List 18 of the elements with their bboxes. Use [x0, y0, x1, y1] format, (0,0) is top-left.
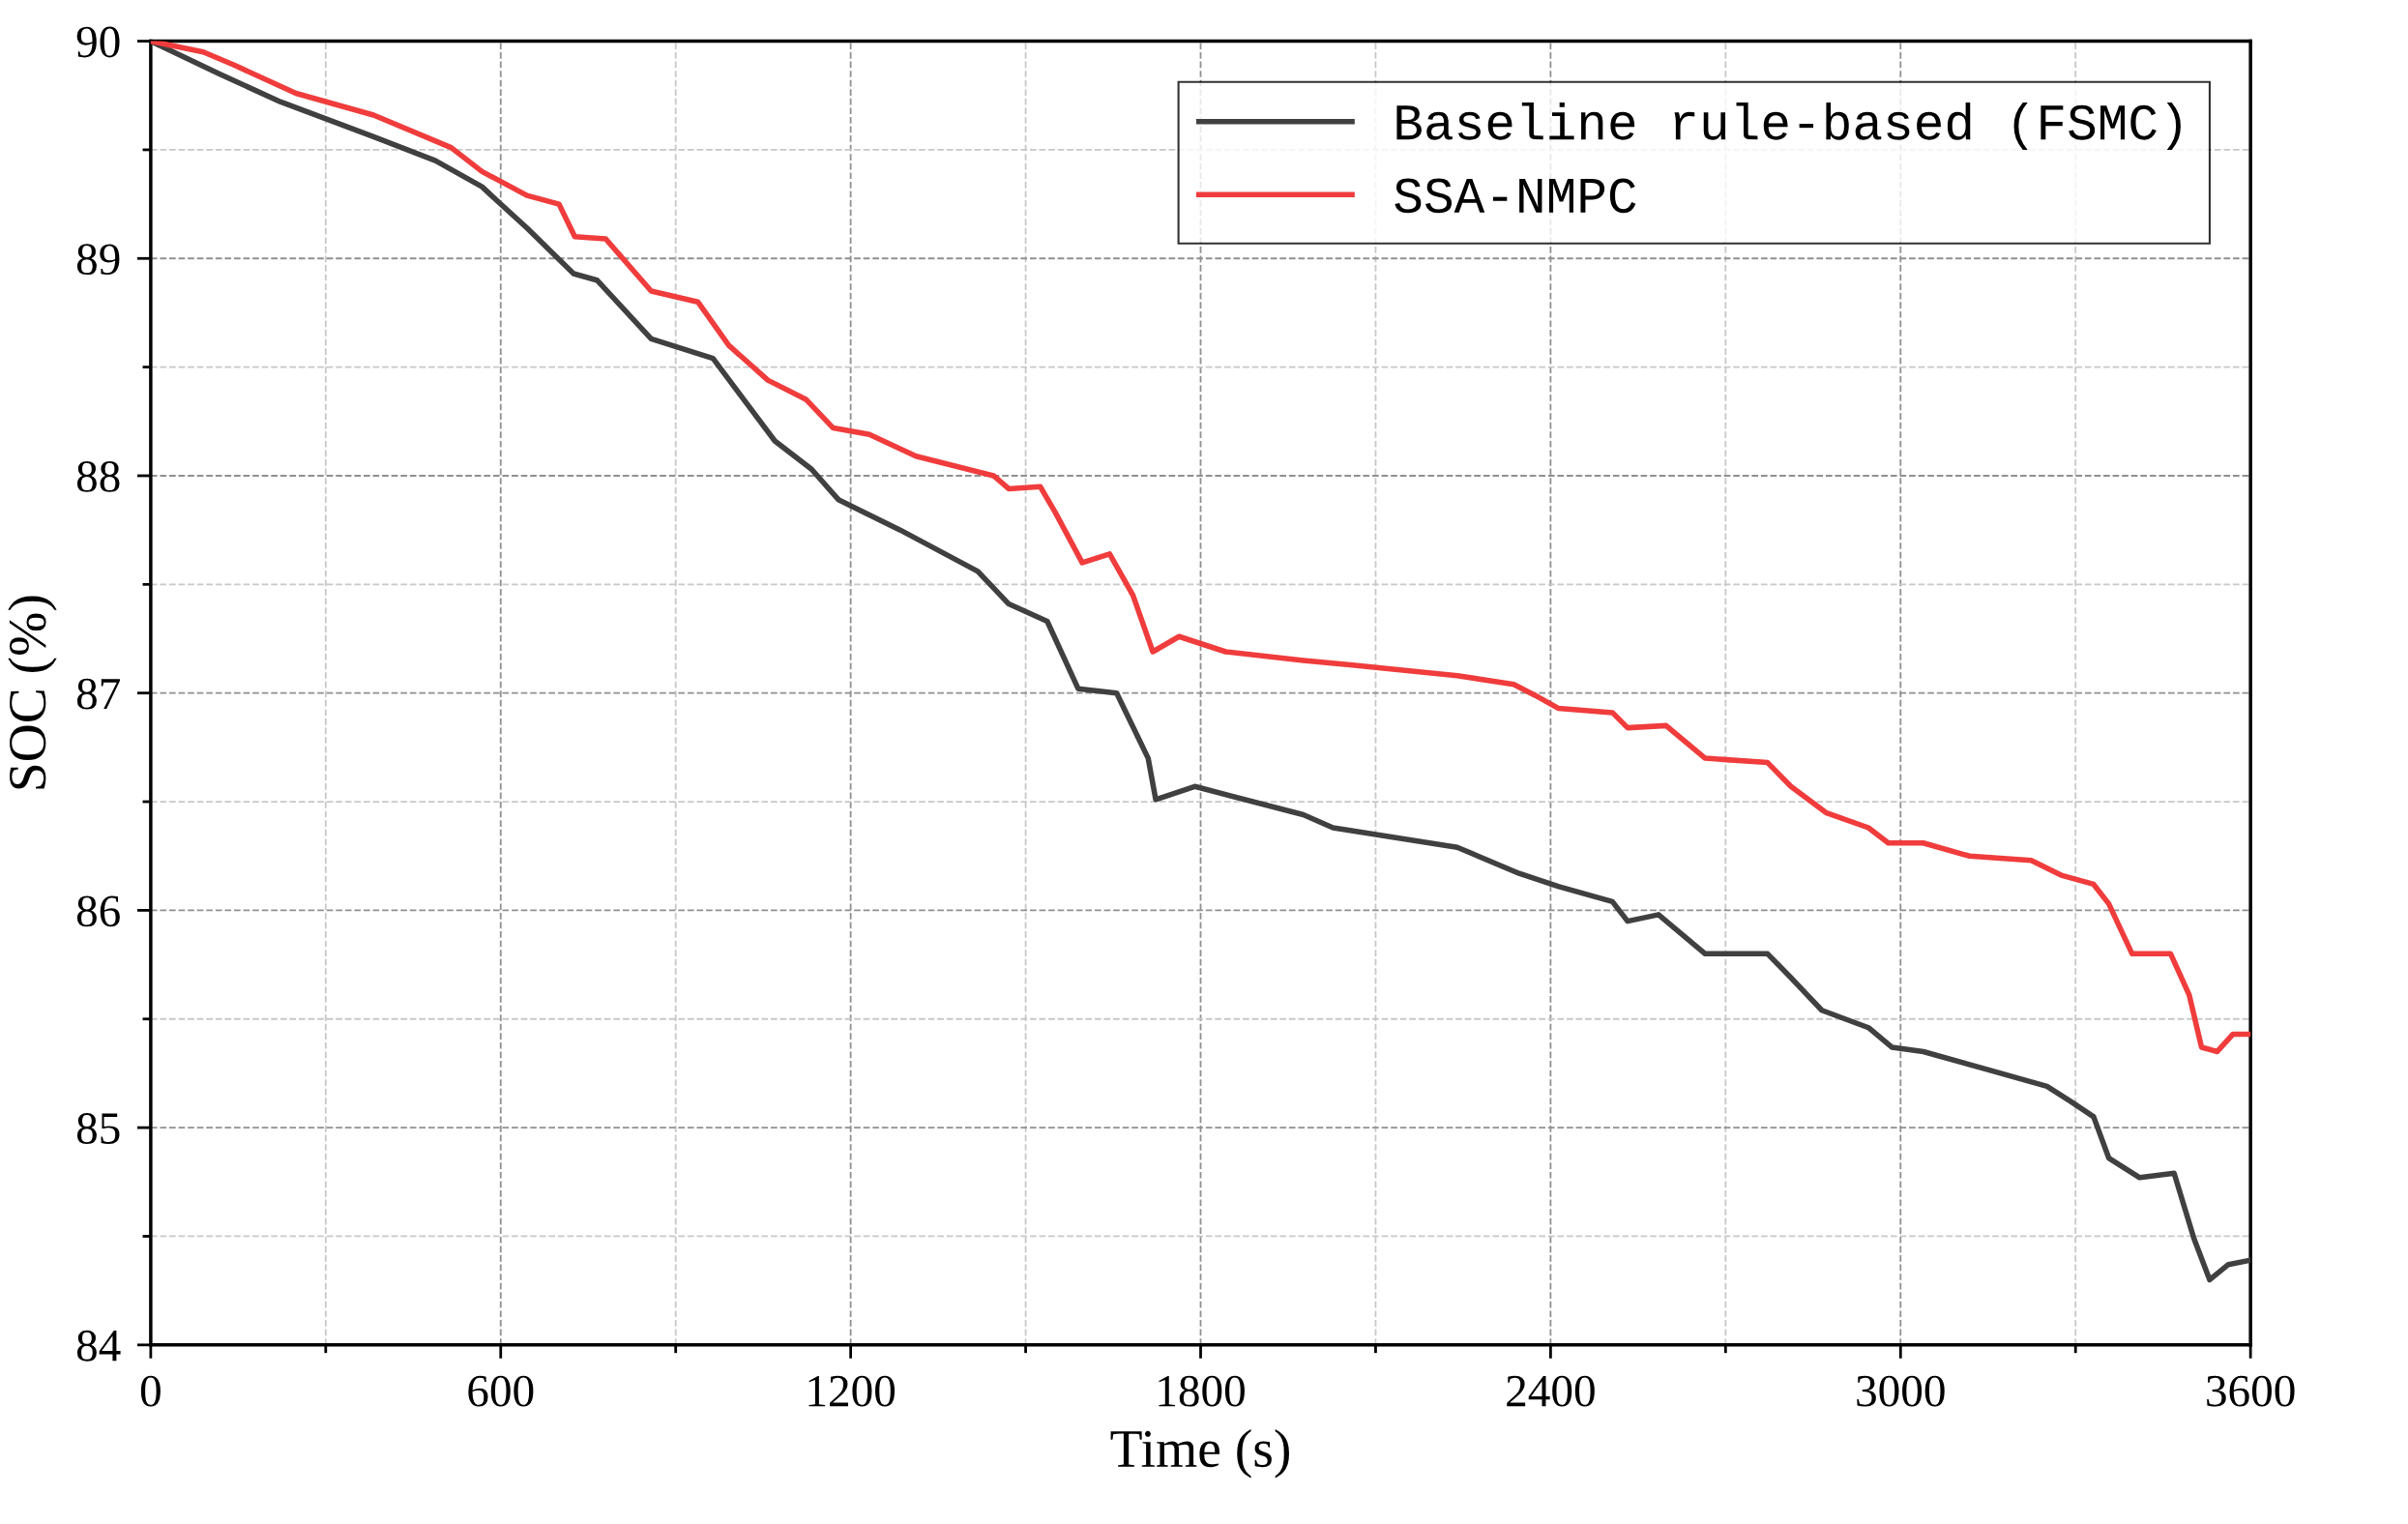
x-tick-label: 1200 [808, 1375, 896, 1407]
y-tick-label: 88 [76, 460, 120, 492]
y-axis-title: SOC (%) [8, 596, 57, 789]
x-tick-label: 3000 [1857, 1375, 1945, 1407]
x-tick-label: 600 [468, 1375, 534, 1407]
y-tick-label: 85 [76, 1113, 120, 1144]
x-tick-label: 0 [140, 1375, 161, 1407]
y-tick-label: 86 [76, 895, 120, 927]
y-tick-label: 90 [76, 26, 120, 58]
y-tick-label: 87 [76, 678, 120, 710]
x-tick-label: 2400 [1507, 1375, 1595, 1407]
x-axis-title: Time (s) [1110, 1429, 1289, 1479]
x-tick-label: 1800 [1159, 1375, 1245, 1407]
x-tick-label: 3600 [2207, 1375, 2295, 1407]
y-tick-label: 84 [76, 1330, 121, 1362]
y-tick-label: 89 [76, 244, 120, 276]
legend-label: Baseline rule-based (FSMC) [1396, 102, 2181, 151]
legend-label: SSA-NMPC [1395, 178, 1636, 214]
